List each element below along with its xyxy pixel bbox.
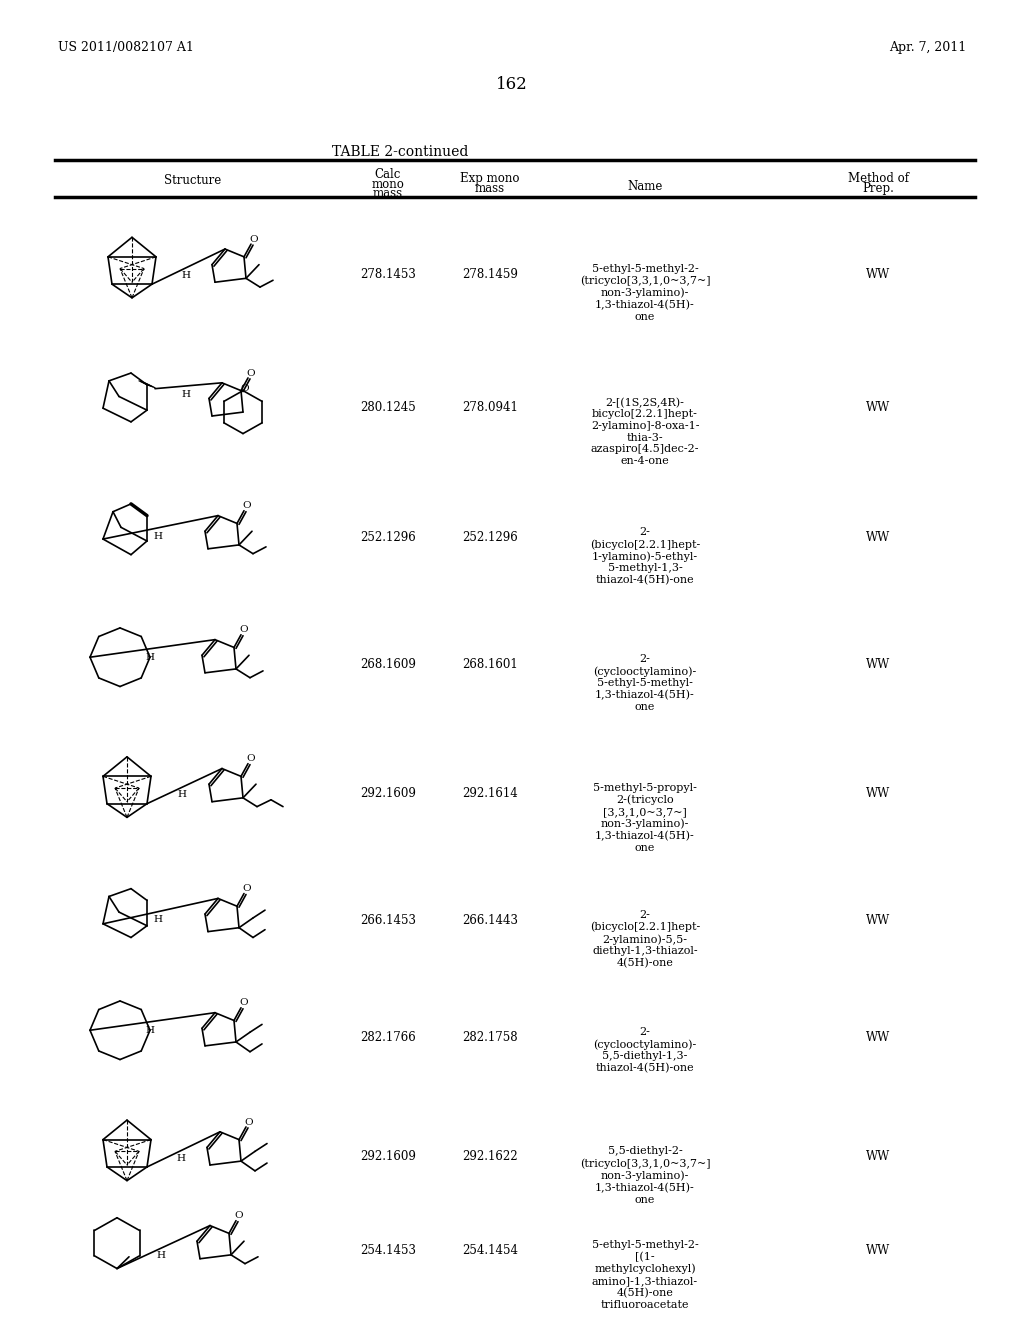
Text: 254.1453: 254.1453 (360, 1245, 416, 1257)
Text: 252.1296: 252.1296 (360, 531, 416, 544)
Text: O: O (250, 235, 258, 244)
Text: 278.0941: 278.0941 (462, 401, 518, 414)
Text: Exp mono: Exp mono (460, 172, 520, 185)
Text: WW: WW (866, 1031, 890, 1044)
Text: H: H (145, 652, 154, 661)
Text: H: H (176, 1154, 185, 1163)
Text: 5-ethyl-5-methyl-2-
[(1-
methylcyclohexyl)
amino]-1,3-thiazol-
4(5H)-one
trifluo: 5-ethyl-5-methyl-2- [(1- methylcyclohexy… (592, 1241, 698, 1309)
Text: O: O (243, 502, 251, 511)
Text: 292.1614: 292.1614 (462, 787, 518, 800)
Text: O: O (247, 754, 255, 763)
Text: 292.1609: 292.1609 (360, 1150, 416, 1163)
Text: 266.1453: 266.1453 (360, 913, 416, 927)
Text: 2-
(bicyclo[2.2.1]hept-
1-ylamino)-5-ethyl-
5-methyl-1,3-
thiazol-4(5H)-one: 2- (bicyclo[2.2.1]hept- 1-ylamino)-5-eth… (590, 527, 700, 586)
Text: 282.1758: 282.1758 (462, 1031, 518, 1044)
Text: 2-
(cyclooctylamino)-
5,5-diethyl-1,3-
thiazol-4(5H)-one: 2- (cyclooctylamino)- 5,5-diethyl-1,3- t… (593, 1027, 696, 1073)
Text: 280.1245: 280.1245 (360, 401, 416, 414)
Text: H: H (145, 1026, 154, 1035)
Text: O: O (241, 384, 249, 393)
Text: WW: WW (866, 787, 890, 800)
Text: Calc: Calc (375, 168, 401, 181)
Text: 292.1622: 292.1622 (462, 1150, 518, 1163)
Text: 292.1609: 292.1609 (360, 787, 416, 800)
Text: 5-methyl-5-propyl-
2-(tricyclo
[3,3,1,0~3,7~]
non-3-ylamino)-
1,3-thiazol-4(5H)-: 5-methyl-5-propyl- 2-(tricyclo [3,3,1,0~… (593, 783, 697, 853)
Text: WW: WW (866, 1245, 890, 1257)
Text: H: H (156, 1251, 165, 1261)
Text: US 2011/0082107 A1: US 2011/0082107 A1 (58, 41, 194, 54)
Text: Name: Name (628, 180, 663, 193)
Text: 5,5-diethyl-2-
(tricyclo[3,3,1,0~3,7~]
non-3-ylamino)-
1,3-thiazol-4(5H)-
one: 5,5-diethyl-2- (tricyclo[3,3,1,0~3,7~] n… (580, 1147, 711, 1205)
Text: 268.1609: 268.1609 (360, 659, 416, 671)
Text: 5-ethyl-5-methyl-2-
(tricyclo[3,3,1,0~3,7~]
non-3-ylamino)-
1,3-thiazol-4(5H)-
o: 5-ethyl-5-methyl-2- (tricyclo[3,3,1,0~3,… (580, 264, 711, 322)
Text: 2-[(1S,2S,4R)-
bicyclo[2.2.1]hept-
2-ylamino]-8-oxa-1-
thia-3-
azaspiro[4.5]dec-: 2-[(1S,2S,4R)- bicyclo[2.2.1]hept- 2-yla… (591, 397, 699, 466)
Text: H: H (177, 791, 186, 800)
Text: WW: WW (866, 659, 890, 671)
Text: 252.1296: 252.1296 (462, 531, 518, 544)
Text: H: H (181, 271, 190, 280)
Text: WW: WW (866, 1150, 890, 1163)
Text: Method of: Method of (848, 172, 908, 185)
Text: Apr. 7, 2011: Apr. 7, 2011 (889, 41, 966, 54)
Text: TABLE 2-continued: TABLE 2-continued (332, 144, 468, 158)
Text: O: O (245, 1118, 253, 1126)
Text: H: H (181, 389, 190, 399)
Text: O: O (234, 1212, 244, 1220)
Text: WW: WW (866, 531, 890, 544)
Text: H: H (153, 915, 162, 924)
Text: 2-
(cyclooctylamino)-
5-ethyl-5-methyl-
1,3-thiazol-4(5H)-
one: 2- (cyclooctylamino)- 5-ethyl-5-methyl- … (593, 655, 696, 711)
Text: O: O (243, 884, 251, 894)
Text: O: O (247, 368, 255, 378)
Text: 266.1443: 266.1443 (462, 913, 518, 927)
Text: 268.1601: 268.1601 (462, 659, 518, 671)
Text: H: H (153, 532, 162, 541)
Text: Structure: Structure (165, 174, 221, 187)
Text: 278.1459: 278.1459 (462, 268, 518, 281)
Text: 2-
(bicyclo[2.2.1]hept-
2-ylamino)-5,5-
diethyl-1,3-thiazol-
4(5H)-one: 2- (bicyclo[2.2.1]hept- 2-ylamino)-5,5- … (590, 909, 700, 969)
Text: 282.1766: 282.1766 (360, 1031, 416, 1044)
Text: 278.1453: 278.1453 (360, 268, 416, 281)
Text: mass: mass (373, 187, 403, 201)
Text: O: O (240, 998, 248, 1007)
Text: O: O (240, 626, 248, 635)
Text: mono: mono (372, 178, 404, 190)
Text: Prep.: Prep. (862, 182, 894, 194)
Text: WW: WW (866, 913, 890, 927)
Text: WW: WW (866, 401, 890, 414)
Text: WW: WW (866, 268, 890, 281)
Text: 162: 162 (496, 77, 528, 94)
Text: 254.1454: 254.1454 (462, 1245, 518, 1257)
Text: mass: mass (475, 182, 505, 194)
